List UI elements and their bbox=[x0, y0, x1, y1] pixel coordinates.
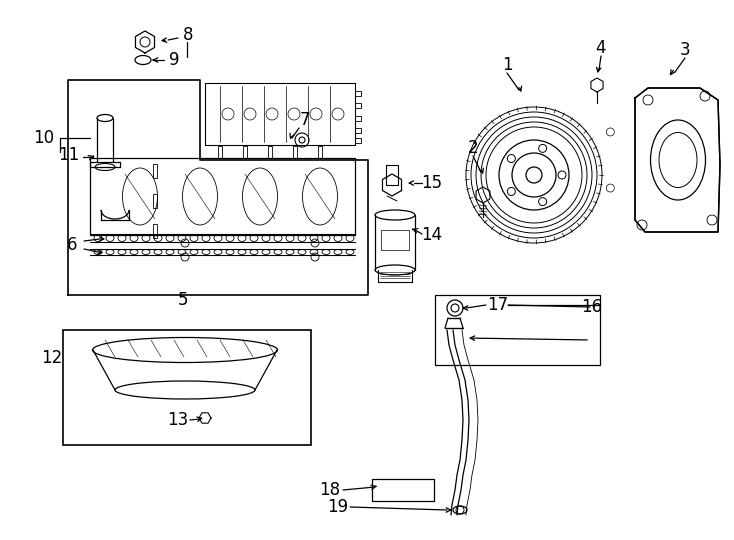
Bar bbox=[372, 479, 434, 501]
Text: 1: 1 bbox=[501, 56, 512, 74]
Bar bbox=[218, 146, 222, 158]
Text: 4: 4 bbox=[596, 39, 606, 57]
Text: 14: 14 bbox=[421, 226, 443, 244]
Text: 7: 7 bbox=[299, 111, 310, 129]
Bar bbox=[268, 146, 272, 158]
Text: 17: 17 bbox=[487, 296, 509, 314]
Bar bbox=[318, 146, 322, 158]
Text: 9: 9 bbox=[169, 51, 179, 69]
Bar bbox=[435, 295, 600, 365]
Bar bbox=[243, 146, 247, 158]
Bar bbox=[293, 146, 297, 158]
Text: 2: 2 bbox=[468, 139, 479, 157]
Text: 6: 6 bbox=[67, 236, 77, 254]
Text: 13: 13 bbox=[167, 411, 189, 429]
Text: 18: 18 bbox=[319, 481, 341, 499]
Text: 19: 19 bbox=[327, 498, 349, 516]
Bar bbox=[381, 230, 409, 250]
Text: 3: 3 bbox=[680, 41, 690, 59]
Text: 10: 10 bbox=[34, 129, 54, 147]
Text: 12: 12 bbox=[41, 349, 62, 367]
Text: 11: 11 bbox=[59, 146, 79, 164]
Bar bbox=[153, 224, 157, 238]
Bar bbox=[153, 194, 157, 208]
Bar bbox=[355, 128, 361, 133]
Bar bbox=[355, 91, 361, 96]
Text: 16: 16 bbox=[581, 298, 603, 316]
Bar bbox=[153, 164, 157, 178]
Text: 15: 15 bbox=[421, 174, 443, 192]
Bar bbox=[355, 116, 361, 121]
Bar bbox=[63, 330, 311, 445]
Bar bbox=[386, 165, 398, 185]
Text: 8: 8 bbox=[183, 26, 193, 44]
Text: 5: 5 bbox=[178, 291, 188, 309]
Bar bbox=[355, 103, 361, 108]
Bar bbox=[355, 138, 361, 143]
